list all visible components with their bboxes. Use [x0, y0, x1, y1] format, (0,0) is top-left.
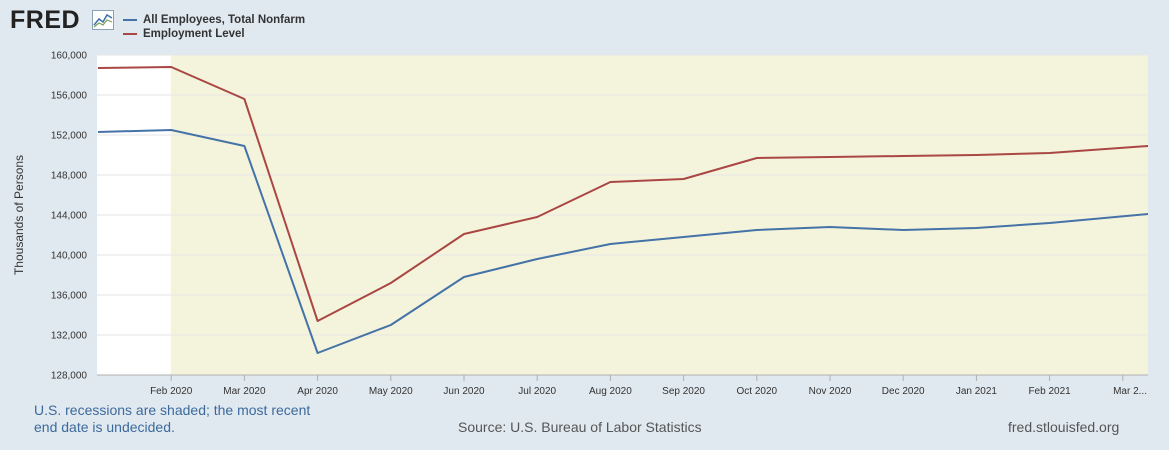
- legend-label-nonfarm: All Employees, Total Nonfarm: [143, 14, 306, 26]
- y-tick-label: 128,000: [51, 371, 88, 382]
- y-tick-label: 148,000: [51, 171, 88, 182]
- y-tick-label: 156,000: [51, 91, 88, 102]
- x-tick-label: Jul 2020: [518, 386, 556, 397]
- recession-note: U.S. recessions are shaded; the most rec…: [34, 402, 311, 435]
- series-line-nonfarm[interactable]: [97, 129, 1149, 354]
- x-tick-label: Apr 2020: [297, 386, 338, 397]
- y-axis-label: Thousands of Persons: [12, 155, 26, 275]
- fred-logo[interactable]: FRED: [10, 6, 81, 34]
- y-tick-label: 152,000: [51, 131, 88, 142]
- x-tick-label: Aug 2020: [589, 386, 632, 397]
- legend-item[interactable]: Employment Level: [123, 27, 305, 41]
- y-axis-ticks: 128,000 132,000 136,000 140,000 144,000 148,0…: [51, 51, 88, 382]
- y-tick-label: 136,000: [51, 291, 88, 302]
- source-text: Source: U.S. Bureau of Labor Statistics: [458, 419, 702, 435]
- x-tick-label: Feb 2021: [1028, 386, 1071, 397]
- x-tick-label: Nov 2020: [809, 386, 852, 397]
- legend-label-employment-level: Employment Level: [143, 28, 245, 40]
- grid: [97, 54, 1148, 336]
- x-axis-ticks: Feb 2020 Mar 2020 Apr 2020 May 2020 Jun 2020…: [150, 375, 1147, 397]
- x-tick-label: Oct 2020: [737, 386, 778, 397]
- y-tick-label: 140,000: [51, 251, 88, 262]
- fred-chart-icon: [92, 10, 114, 30]
- x-tick-label: Mar 2...: [1113, 386, 1147, 397]
- x-tick-label: Jun 2020: [443, 386, 485, 397]
- series: [97, 66, 1149, 354]
- x-tick-label: Sep 2020: [662, 386, 705, 397]
- x-tick-label: Feb 2020: [150, 386, 193, 397]
- y-tick-label: 160,000: [51, 51, 88, 62]
- legend-item[interactable]: All Employees, Total Nonfarm: [123, 13, 305, 27]
- series-line-employment-level[interactable]: [97, 66, 1149, 322]
- legend-swatch-employment-level: [123, 33, 137, 35]
- x-tick-label: May 2020: [369, 386, 413, 397]
- x-tick-label: Jan 2021: [956, 386, 998, 397]
- x-tick-label: Mar 2020: [223, 386, 266, 397]
- legend: All Employees, Total Nonfarm Employment …: [123, 13, 305, 41]
- fred-url-link[interactable]: fred.stlouisfed.org: [1008, 419, 1120, 435]
- y-tick-label: 144,000: [51, 211, 88, 222]
- legend-swatch-nonfarm: [123, 19, 137, 21]
- x-tick-label: Dec 2020: [882, 386, 925, 397]
- y-tick-label: 132,000: [51, 331, 88, 342]
